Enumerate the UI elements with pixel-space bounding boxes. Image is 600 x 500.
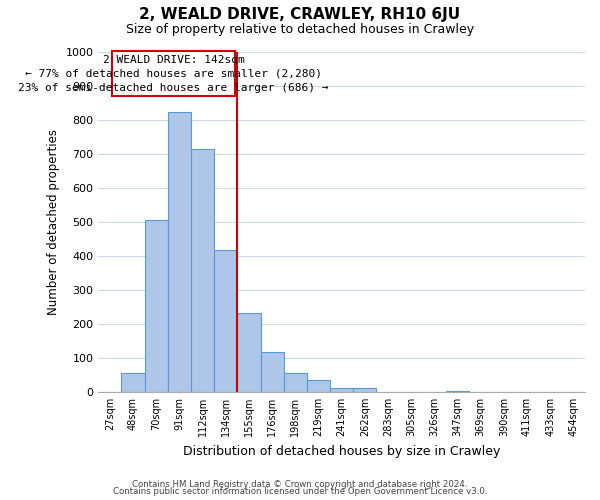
Text: 2, WEALD DRIVE, CRAWLEY, RH10 6JU: 2, WEALD DRIVE, CRAWLEY, RH10 6JU bbox=[139, 8, 461, 22]
Bar bbox=[330, 388, 353, 392]
Bar bbox=[353, 388, 376, 392]
X-axis label: Distribution of detached houses by size in Crawley: Distribution of detached houses by size … bbox=[183, 444, 500, 458]
Text: Contains HM Land Registry data © Crown copyright and database right 2024.: Contains HM Land Registry data © Crown c… bbox=[132, 480, 468, 489]
Bar bbox=[307, 380, 330, 392]
Y-axis label: Number of detached properties: Number of detached properties bbox=[47, 128, 60, 314]
Bar bbox=[121, 372, 145, 392]
Text: Size of property relative to detached houses in Crawley: Size of property relative to detached ho… bbox=[126, 22, 474, 36]
Text: Contains public sector information licensed under the Open Government Licence v3: Contains public sector information licen… bbox=[113, 488, 487, 496]
Bar bbox=[191, 149, 214, 392]
Bar bbox=[284, 372, 307, 392]
Text: 2 WEALD DRIVE: 142sqm
← 77% of detached houses are smaller (2,280)
23% of semi-d: 2 WEALD DRIVE: 142sqm ← 77% of detached … bbox=[19, 54, 329, 92]
Bar bbox=[238, 313, 260, 392]
Bar bbox=[446, 391, 469, 392]
Bar bbox=[260, 352, 284, 392]
Bar bbox=[214, 250, 238, 392]
Bar bbox=[168, 112, 191, 392]
Bar bbox=[112, 52, 235, 96]
Bar bbox=[145, 220, 168, 392]
